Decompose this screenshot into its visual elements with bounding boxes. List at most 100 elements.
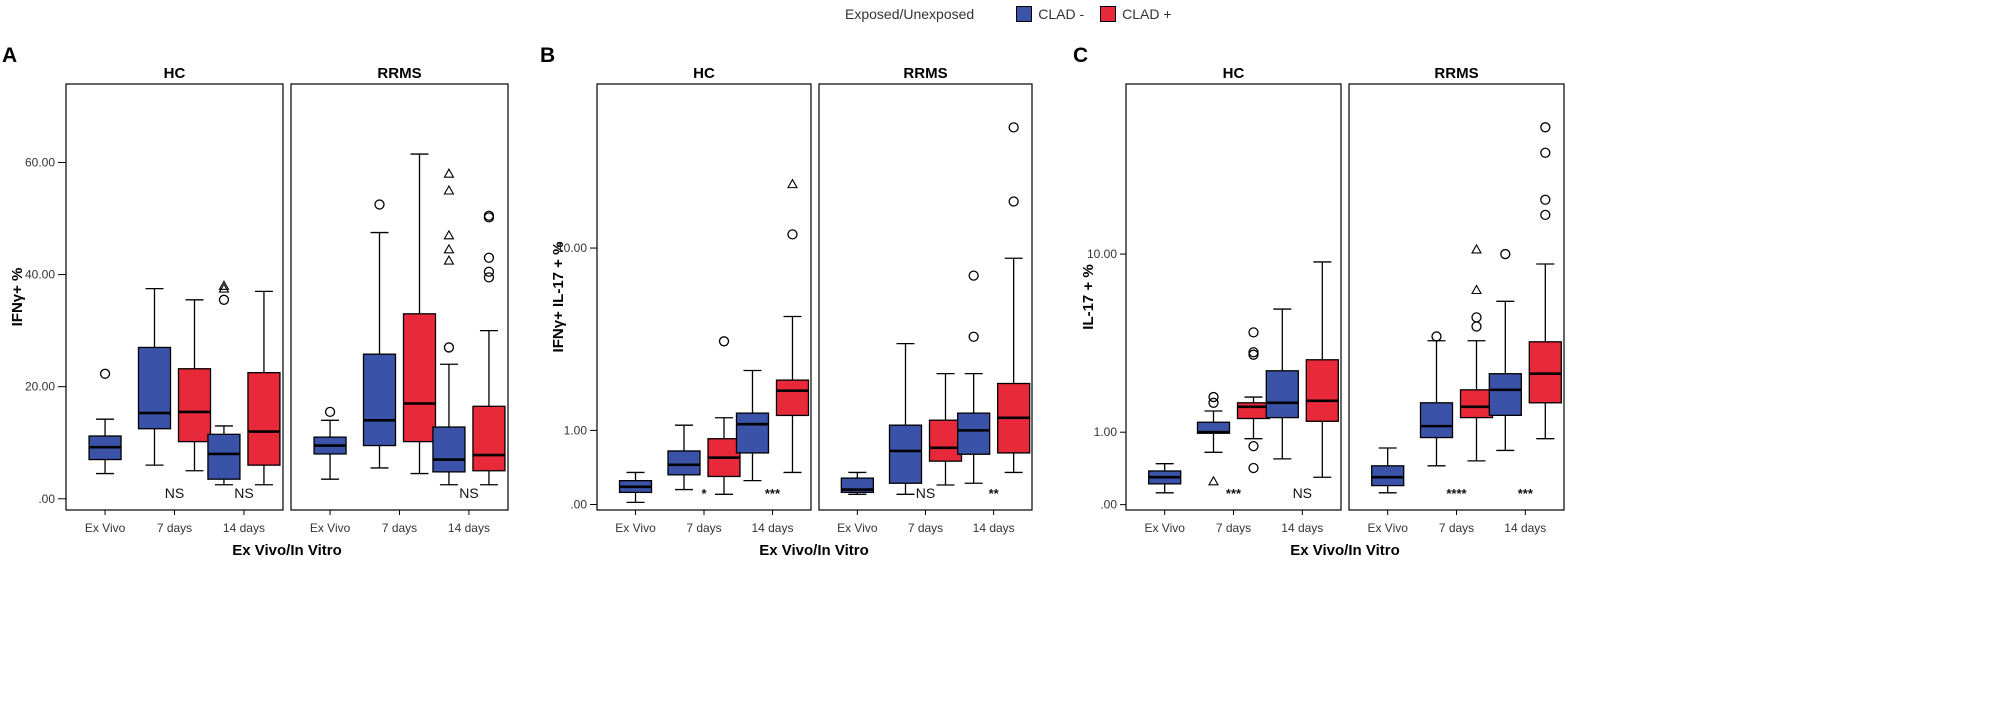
panel-a-facet-rrms-box-clad-neg-outlier	[324, 406, 336, 418]
panel-b-facet-rrms-box-clad-neg	[957, 412, 991, 455]
panel-b-facet-hc-box-clad-pos-outlier	[718, 336, 730, 347]
panel-c-facet-rrms-significance: ****	[1446, 486, 1467, 501]
panel-c-facet-rrms-xtick-label: Ex Vivo	[1367, 521, 1408, 535]
panel-b-facet-rrms-box-clad-neg-outlier	[968, 270, 979, 281]
panel-a-facet-rrms-box-clad-neg-extreme	[443, 229, 455, 240]
panel-a-facet-rrms-box-clad-pos-outlier	[483, 252, 495, 263]
panel-b-facet-hc-box-clad-pos	[775, 379, 810, 417]
panel-b-facet-hc-significance: ***	[765, 486, 781, 501]
panel-b-facet-rrms-box-clad-neg-outlier	[968, 331, 979, 342]
panel-a-facet-rrms-box-clad-neg-extreme	[443, 243, 455, 254]
panel-b-ytick-label: 10.00	[557, 241, 587, 255]
panel-c-facet-rrms-box-clad-pos-outlier	[1540, 209, 1551, 221]
panel-a-facet-hc-significance: NS	[165, 485, 184, 501]
legend: Exposed/Unexposed CLAD - CLAD +	[845, 2, 1180, 26]
panel-c-facet-rrms-box-clad-pos-outlier	[1471, 321, 1482, 332]
panel-b-ytick-label: .00	[570, 498, 587, 512]
panel-a-facet-rrms-box-clad-pos-outlier	[483, 210, 495, 221]
panel-b-ytick-label: 1.00	[564, 423, 588, 437]
panel-b-facet-rrms-title: RRMS	[903, 65, 947, 82]
panel-c-xlabel: Ex Vivo/In Vitro	[1290, 542, 1399, 559]
panel-a-facet-hc-xtick-label: 14 days	[223, 521, 265, 535]
panel-b-facet-rrms-box-clad-neg	[888, 424, 923, 484]
panel-c-facet-hc-title: HC	[1223, 65, 1245, 82]
panel-b-facet-rrms-box-clad-pos-outlier	[1008, 122, 1019, 133]
panel-a-facet-hc-box-clad-pos	[177, 368, 212, 443]
panel-a-facet-rrms-box-clad-neg-extreme	[443, 168, 455, 178]
panel-a-letter: A	[2, 44, 17, 67]
panel-a-facet-rrms-title: RRMS	[377, 65, 421, 82]
panel-b-facet-hc-xtick-label: Ex Vivo	[615, 521, 656, 535]
panel-a-xlabel: Ex Vivo/In Vitro	[232, 542, 341, 559]
panel-c-facet-rrms-box-clad-pos-outlier	[1540, 194, 1551, 205]
panel-a-facet-rrms-box-clad-pos	[472, 405, 506, 472]
panel-c-ytick-label: 10.00	[1087, 247, 1117, 261]
panel-c-facet-hc-xtick-label: Ex Vivo	[1144, 521, 1185, 535]
panel-b-facet-hc-xtick-label: 14 days	[751, 521, 793, 535]
panel-a-facet-rrms-box-clad-neg-outlier	[374, 199, 385, 210]
panel-c-facet-rrms-significance: ***	[1518, 486, 1534, 501]
panel-c-ylabel: IL-17 + %	[1080, 264, 1097, 329]
panel-b-facet-hc-box-clad-pos-extreme	[787, 178, 798, 189]
legend-label-clad-neg: CLAD -	[1038, 6, 1085, 22]
panel-b-letter: B	[540, 44, 555, 67]
panel-a-facet-rrms-xtick-label: 7 days	[382, 521, 417, 535]
panel-c-facet-rrms-box-clad-neg-outlier	[1431, 331, 1442, 342]
panel-c-letter: C	[1073, 44, 1088, 67]
panel-c-facet-rrms-box-clad-pos	[1459, 389, 1494, 419]
panel-c-facet-hc-box-clad-pos	[1236, 402, 1271, 420]
panel-a-facet-rrms-box-clad-neg	[432, 426, 466, 473]
panel-c-facet-rrms-box-clad-neg-outlier	[1500, 248, 1511, 260]
panel-c-facet-hc-box-clad-neg	[1265, 370, 1299, 419]
panel-a-facet-hc-box-clad-neg-outlier	[218, 294, 230, 305]
legend-title: Exposed/Unexposed	[845, 6, 975, 22]
legend-item-clad-neg: CLAD -	[1016, 6, 1084, 22]
panel-b-facet-rrms-xtick-label: 7 days	[908, 521, 943, 535]
panel-c-facet-rrms-xtick-label: 14 days	[1504, 521, 1546, 535]
panel-a-facet-rrms-box-clad-pos-outlier	[483, 266, 495, 277]
legend-swatch-clad-pos	[1100, 6, 1117, 22]
panel-b-facet-hc-box-clad-neg	[667, 450, 701, 476]
panel-a-ytick-label: 60.00	[25, 155, 55, 169]
panel-c-facet-hc-box-clad-neg-extreme	[1208, 475, 1219, 486]
panel-a-facet-rrms-box-clad-neg	[362, 353, 397, 447]
panel-b-facet-hc-box-clad-pos-outlier	[787, 229, 798, 240]
panel-c-facet-rrms-box-clad-pos-outlier	[1540, 122, 1551, 133]
panel-c-facet-hc-significance: NS	[1293, 485, 1312, 501]
panel-a-facet-hc-title: HC	[164, 65, 186, 82]
panel-b-xlabel: Ex Vivo/In Vitro	[759, 542, 868, 559]
panel-c-facet-hc-xtick-label: 7 days	[1216, 521, 1251, 535]
panel-b-ylabel: IFNγ+ IL-17 + %	[550, 242, 567, 353]
legend-swatch-clad-neg	[1016, 6, 1033, 22]
panel-c-facet-rrms-box-clad-pos-extreme	[1471, 243, 1482, 254]
panel-a-facet-rrms-box-clad-neg-extreme	[443, 254, 455, 265]
panel-a-facet-rrms-box-clad-pos	[402, 313, 437, 443]
panel-a-facet-rrms-box-clad-pos-outlier	[483, 272, 495, 283]
legend-label-clad-pos: CLAD +	[1122, 6, 1172, 22]
panel-c-ytick-label: 1.00	[1094, 425, 1118, 439]
panel-b-facet-hc-box-clad-neg	[735, 412, 770, 454]
panel-c-facet-rrms-box-clad-pos-outlier	[1471, 312, 1482, 323]
panel-c-facet-hc-box-clad-pos	[1305, 359, 1339, 422]
panel-a-facet-rrms-box-clad-neg-outlier	[443, 342, 455, 353]
panel-c-facet-hc-box-clad-pos-outlier	[1248, 347, 1259, 358]
panel-c-facet-hc-frame	[1125, 83, 1342, 511]
panel-c-facet-hc-box-clad-pos-outlier	[1248, 441, 1259, 452]
panel-a-facet-hc-box-clad-neg-extreme	[218, 280, 230, 290]
panel-c-facet-rrms-xtick-label: 7 days	[1439, 521, 1474, 535]
panel-a-facet-hc-xtick-label: Ex Vivo	[85, 521, 126, 535]
panel-a-ytick-label: 20.00	[25, 380, 55, 394]
panel-c-facet-rrms-box-clad-neg	[1371, 465, 1405, 487]
panel-b-facet-rrms-xtick-label: Ex Vivo	[837, 521, 878, 535]
panel-a-facet-hc-box-clad-neg-outlier	[99, 368, 111, 379]
panel-b-facet-rrms-box-clad-pos-outlier	[1008, 196, 1019, 207]
panel-b-facet-rrms-xtick-label: 14 days	[973, 521, 1015, 535]
panel-c-ytick-label: .00	[1100, 498, 1117, 512]
panel-c-facet-rrms-title: RRMS	[1434, 65, 1478, 82]
panel-c-facet-hc-box-clad-neg-outlier	[1208, 391, 1219, 403]
panel-c-facet-rrms-box-clad-neg	[1488, 373, 1522, 417]
panel-b-facet-rrms-box-clad-pos	[928, 419, 963, 462]
panel-a-facet-hc-box-clad-neg	[207, 433, 241, 480]
panel-a-facet-rrms-xtick-label: 14 days	[448, 521, 490, 535]
panel-c-facet-hc-box-clad-pos-outlier	[1248, 327, 1259, 338]
